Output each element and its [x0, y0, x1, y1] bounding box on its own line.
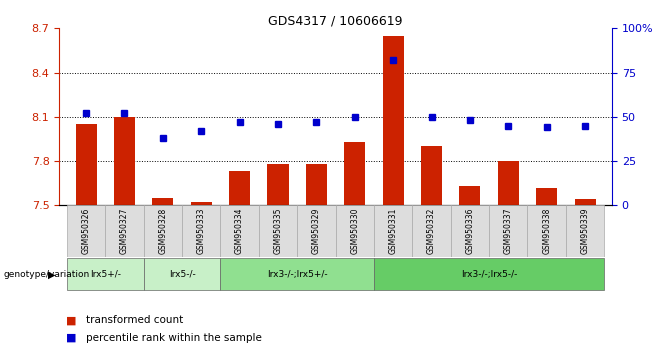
Bar [421, 146, 442, 205]
Bar [76, 124, 97, 205]
Bar [574, 199, 595, 205]
Text: lrx5+/-: lrx5+/- [89, 270, 121, 279]
Text: GSM950336: GSM950336 [465, 208, 474, 254]
Text: GSM950326: GSM950326 [82, 208, 91, 254]
Bar [152, 198, 174, 205]
Text: ■: ■ [66, 333, 76, 343]
Title: GDS4317 / 10606619: GDS4317 / 10606619 [268, 14, 403, 27]
Text: GSM950333: GSM950333 [197, 208, 206, 254]
Text: GSM950327: GSM950327 [120, 208, 129, 254]
Bar [528, 205, 566, 257]
Text: GSM950338: GSM950338 [542, 208, 551, 254]
Text: ■: ■ [66, 315, 76, 325]
Bar [67, 258, 143, 290]
Text: ▶: ▶ [49, 269, 56, 279]
Bar [459, 186, 480, 205]
Text: GSM950334: GSM950334 [235, 208, 244, 254]
Text: GSM950332: GSM950332 [427, 208, 436, 254]
Bar [306, 164, 327, 205]
Bar [374, 205, 413, 257]
Text: GSM950335: GSM950335 [274, 208, 282, 254]
Bar [451, 205, 489, 257]
Text: lrx5-/-: lrx5-/- [168, 270, 195, 279]
Text: GSM950330: GSM950330 [350, 208, 359, 254]
Bar [67, 205, 105, 257]
Bar [382, 36, 404, 205]
Text: GSM950328: GSM950328 [159, 208, 167, 254]
Bar [105, 205, 143, 257]
Bar [191, 202, 212, 205]
Bar [344, 142, 365, 205]
Bar [143, 205, 182, 257]
Text: lrx3-/-;lrx5+/-: lrx3-/-;lrx5+/- [267, 270, 328, 279]
Text: percentile rank within the sample: percentile rank within the sample [86, 333, 261, 343]
Bar [566, 205, 604, 257]
Bar [489, 205, 528, 257]
Bar [114, 117, 135, 205]
Bar [374, 258, 604, 290]
Bar [536, 188, 557, 205]
Bar [497, 161, 519, 205]
Text: genotype/variation: genotype/variation [3, 270, 89, 279]
Text: lrx3-/-;lrx5-/-: lrx3-/-;lrx5-/- [461, 270, 517, 279]
Bar [220, 258, 374, 290]
Bar [413, 205, 451, 257]
Text: transformed count: transformed count [86, 315, 183, 325]
Bar [259, 205, 297, 257]
Bar [297, 205, 336, 257]
Text: GSM950331: GSM950331 [389, 208, 397, 254]
Text: GSM950337: GSM950337 [504, 208, 513, 254]
Bar [143, 258, 220, 290]
Bar [336, 205, 374, 257]
Bar [182, 205, 220, 257]
Bar [220, 205, 259, 257]
Bar [229, 171, 250, 205]
Bar [267, 164, 289, 205]
Text: GSM950339: GSM950339 [580, 208, 590, 254]
Text: GSM950329: GSM950329 [312, 208, 321, 254]
